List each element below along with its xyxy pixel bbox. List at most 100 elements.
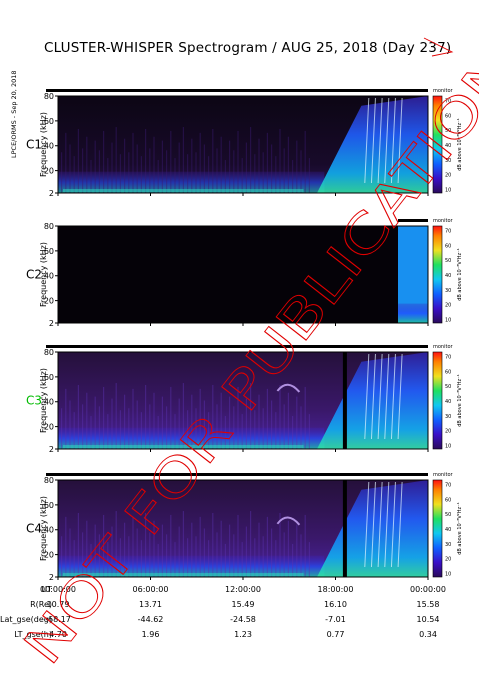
y-axis-label: Frequency (kHz) xyxy=(39,112,48,177)
y-axis-label: Frequency (kHz) xyxy=(39,242,48,307)
striation xyxy=(271,144,273,193)
striation xyxy=(275,540,277,577)
colorbar-tick: 40 xyxy=(445,399,451,405)
chart-title: CLUSTER-WHISPER Spectrogram / AUG 25, 20… xyxy=(44,40,452,56)
striation xyxy=(170,514,172,577)
striation xyxy=(61,152,63,193)
striation xyxy=(287,392,289,449)
emission-ray xyxy=(370,481,376,568)
striation xyxy=(216,404,218,449)
striation xyxy=(170,386,172,449)
striation xyxy=(153,520,155,577)
striation xyxy=(283,148,285,193)
striation xyxy=(304,514,306,577)
y-tick-label: 40 xyxy=(44,526,54,535)
striation xyxy=(149,404,151,449)
striation xyxy=(94,524,96,577)
striation xyxy=(82,532,84,577)
y-tick-label: 20 xyxy=(44,423,54,432)
striation xyxy=(107,414,109,449)
striation xyxy=(161,396,163,449)
panel-c1: monitor 80 60 40 20 2 Frequency (kHz)C1 70 60 50 4… xyxy=(26,88,463,198)
striation xyxy=(233,406,235,449)
striation xyxy=(136,400,138,449)
ephemeris-value: 10.79 xyxy=(47,600,70,609)
striation xyxy=(119,154,121,193)
ephemeris-label: LT_gse(h) xyxy=(14,630,52,639)
spacecraft-label: C1 xyxy=(26,138,42,152)
status-label: monitor xyxy=(433,344,454,350)
striation xyxy=(174,542,176,577)
striation xyxy=(182,383,184,449)
striation xyxy=(187,410,189,449)
striation xyxy=(203,144,205,193)
colorbar-tick: 60 xyxy=(445,113,451,119)
ephemeris-value: 0.77 xyxy=(327,630,345,639)
striation xyxy=(111,526,113,577)
colorbar-tick: 30 xyxy=(445,414,451,420)
spacecraft-label: C3 xyxy=(26,394,42,408)
colorbar-tick: 50 xyxy=(445,258,451,264)
striation xyxy=(224,544,226,577)
ephemeris-value: 0.34 xyxy=(419,630,437,639)
striation xyxy=(157,544,159,577)
striation xyxy=(308,542,310,577)
emission-ray xyxy=(397,353,403,440)
bottom-band xyxy=(63,445,304,448)
status-label: monitor xyxy=(433,88,454,94)
striation xyxy=(65,516,67,577)
striation xyxy=(208,412,210,449)
striation xyxy=(254,154,256,193)
striation xyxy=(216,148,218,193)
striation xyxy=(136,528,138,577)
striation xyxy=(107,542,109,577)
colorbar-tick: 20 xyxy=(445,303,451,309)
striation xyxy=(69,528,71,577)
y-tick-label: 60 xyxy=(44,117,54,126)
colorbar-tick: 10 xyxy=(445,188,451,194)
striation xyxy=(287,520,289,577)
y-tick-label: 40 xyxy=(44,142,54,151)
striation xyxy=(161,524,163,577)
striation xyxy=(203,528,205,577)
striation xyxy=(308,158,310,193)
colorbar-tick: 30 xyxy=(445,288,451,294)
striation xyxy=(73,540,75,577)
colorbar-tick: 60 xyxy=(445,497,451,503)
striation xyxy=(111,398,113,449)
striation xyxy=(111,142,113,193)
striation xyxy=(250,383,252,449)
emission-ray xyxy=(377,97,383,184)
striation xyxy=(304,130,306,193)
striation xyxy=(178,398,180,449)
y-tick-label: 40 xyxy=(44,398,54,407)
striation xyxy=(208,540,210,577)
striation xyxy=(275,412,277,449)
striation xyxy=(283,404,285,449)
striation xyxy=(149,148,151,193)
striation xyxy=(296,396,298,449)
striation xyxy=(140,540,142,577)
arch-feature xyxy=(276,383,301,393)
ephemeris-value: -24.58 xyxy=(230,615,256,624)
y-tick-label: 80 xyxy=(44,476,54,485)
striation xyxy=(145,128,147,193)
colorbar-tick: 70 xyxy=(445,483,451,489)
y-tick-label: 2 xyxy=(49,319,54,328)
emission-ray xyxy=(384,97,390,184)
y-tick-label: 20 xyxy=(44,551,54,560)
striation xyxy=(262,536,264,577)
striation xyxy=(220,392,222,449)
striation xyxy=(98,534,100,577)
y-tick-label: 2 xyxy=(49,573,54,582)
striation xyxy=(237,514,239,577)
low-frequency-band xyxy=(58,427,325,449)
status-bar xyxy=(46,345,428,348)
striation xyxy=(212,128,214,193)
striation xyxy=(271,528,273,577)
striation xyxy=(300,406,302,449)
striation xyxy=(233,150,235,193)
striation xyxy=(245,526,247,577)
colorbar-tick: 70 xyxy=(445,99,451,105)
striation xyxy=(94,140,96,193)
